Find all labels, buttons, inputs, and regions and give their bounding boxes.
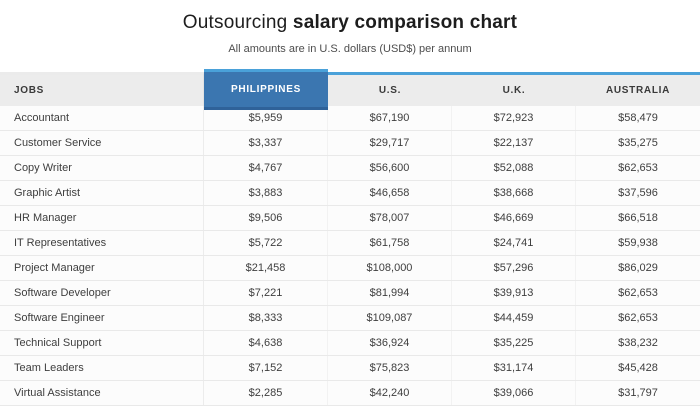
page-header: Outsourcing salary comparison chart All … bbox=[0, 0, 700, 56]
table-body: Accountant $5,959 $67,190 $72,923 $58,479 Cus… bbox=[0, 106, 700, 406]
table-row: Virtual Assistance $2,285 $42,240 $39,066 $3… bbox=[0, 381, 700, 406]
salary-value-cell: $67,190 bbox=[328, 106, 452, 130]
salary-value-cell: $31,797 bbox=[618, 387, 658, 399]
table-row: IT Representatives $5,722 $61,758 $24,741 $5… bbox=[0, 231, 700, 256]
salary-value-cell: $21,458 bbox=[204, 256, 328, 280]
salary-value-cell: $62,653 bbox=[618, 312, 658, 324]
salary-value-cell: $81,994 bbox=[328, 281, 452, 305]
table-row: Software Engineer $8,333 $109,087 $44,459 $6… bbox=[0, 306, 700, 331]
salary-value-cell: $5,722 bbox=[204, 231, 328, 255]
salary-value-cell: $3,883 bbox=[204, 181, 328, 205]
salary-value-cell: $37,596 bbox=[618, 187, 658, 199]
salary-value-cell: $4,767 bbox=[204, 156, 328, 180]
job-cell: Accountant bbox=[0, 106, 204, 130]
job-cell: Software Developer bbox=[0, 281, 204, 305]
table-row: Customer Service $3,337 $29,717 $22,137 $35,… bbox=[0, 131, 700, 156]
salary-value-cell: $46,658 bbox=[328, 181, 452, 205]
salary-value-cell: $31,174 bbox=[452, 356, 576, 380]
table-row: Project Manager $21,458 $108,000 $57,296 $86… bbox=[0, 256, 700, 281]
job-cell: HR Manager bbox=[0, 206, 204, 230]
table-row: Copy Writer $4,767 $56,600 $52,088 $62,653 bbox=[0, 156, 700, 181]
column-header-us: U.S. bbox=[328, 72, 452, 106]
page-subtitle: All amounts are in U.S. dollars (USD$) p… bbox=[228, 43, 472, 55]
salary-value-cell: $108,000 bbox=[328, 256, 452, 280]
salary-value-cell: $3,337 bbox=[204, 131, 328, 155]
salary-value-cell: $39,066 bbox=[452, 381, 576, 405]
job-cell: Software Engineer bbox=[0, 306, 204, 330]
column-header-philippines: PHILIPPINES bbox=[204, 69, 328, 110]
table-row: Accountant $5,959 $67,190 $72,923 $58,479 bbox=[0, 106, 700, 131]
salary-comparison-table: JOBS PHILIPPINES U.S. U.K. AUSTRALIA Acc… bbox=[0, 69, 700, 406]
column-header-uk: U.K. bbox=[452, 72, 576, 106]
salary-value-cell: $42,240 bbox=[328, 381, 452, 405]
salary-value-cell: $39,913 bbox=[452, 281, 576, 305]
salary-value-cell: $4,638 bbox=[204, 331, 328, 355]
table-row: HR Manager $9,506 $78,007 $46,669 $66,518 bbox=[0, 206, 700, 231]
job-cell: Graphic Artist bbox=[0, 181, 204, 205]
salary-value-cell: $109,087 bbox=[328, 306, 452, 330]
salary-value-cell: $56,600 bbox=[328, 156, 452, 180]
job-cell: IT Representatives bbox=[0, 231, 204, 255]
salary-value-cell: $22,137 bbox=[452, 131, 576, 155]
job-cell: Customer Service bbox=[0, 131, 204, 155]
salary-value-cell: $29,717 bbox=[328, 131, 452, 155]
salary-value-cell: $8,333 bbox=[204, 306, 328, 330]
salary-value-cell: $46,669 bbox=[452, 206, 576, 230]
salary-value-cell: $58,479 bbox=[618, 112, 658, 124]
table-row: Software Developer $7,221 $81,994 $39,913 $6… bbox=[0, 281, 700, 306]
salary-value-cell: $38,668 bbox=[452, 181, 576, 205]
salary-value-cell: $9,506 bbox=[204, 206, 328, 230]
column-header-jobs: JOBS bbox=[0, 72, 204, 106]
salary-value-cell: $7,152 bbox=[204, 356, 328, 380]
salary-value-cell: $5,959 bbox=[204, 106, 328, 130]
job-cell: Project Manager bbox=[0, 256, 204, 280]
job-cell: Copy Writer bbox=[0, 156, 204, 180]
salary-value-cell: $38,232 bbox=[618, 337, 658, 349]
salary-value-cell: $7,221 bbox=[204, 281, 328, 305]
column-header-australia: AUSTRALIA bbox=[576, 72, 700, 106]
salary-value-cell: $86,029 bbox=[618, 262, 658, 274]
salary-value-cell: $52,088 bbox=[452, 156, 576, 180]
salary-value-cell: $78,007 bbox=[328, 206, 452, 230]
salary-value-cell: $36,924 bbox=[328, 331, 452, 355]
salary-value-cell: $62,653 bbox=[618, 162, 658, 174]
salary-value-cell: $62,653 bbox=[618, 287, 658, 299]
job-cell: Virtual Assistance bbox=[0, 381, 204, 405]
salary-value-cell: $35,225 bbox=[452, 331, 576, 355]
salary-value-cell: $24,741 bbox=[452, 231, 576, 255]
table-row: Graphic Artist $3,883 $46,658 $38,668 $37,59… bbox=[0, 181, 700, 206]
salary-value-cell: $59,938 bbox=[618, 237, 658, 249]
salary-value-cell: $66,518 bbox=[618, 212, 658, 224]
job-cell: Team Leaders bbox=[0, 356, 204, 380]
page-title-regular: Outsourcing bbox=[182, 12, 293, 33]
salary-value-cell: $61,758 bbox=[328, 231, 452, 255]
table-row: Team Leaders $7,152 $75,823 $31,174 $45,428 bbox=[0, 356, 700, 381]
salary-value-cell: $72,923 bbox=[452, 106, 576, 130]
salary-value-cell: $44,459 bbox=[452, 306, 576, 330]
salary-value-cell: $57,296 bbox=[452, 256, 576, 280]
table-row: Technical Support $4,638 $36,924 $35,225 $38… bbox=[0, 331, 700, 356]
page-title: Outsourcing salary comparison chart bbox=[0, 12, 700, 34]
table-header-row: JOBS PHILIPPINES U.S. U.K. AUSTRALIA bbox=[0, 69, 700, 110]
page-title-bold: salary comparison chart bbox=[292, 12, 518, 33]
salary-value-cell: $35,275 bbox=[618, 137, 658, 149]
salary-value-cell: $2,285 bbox=[204, 381, 328, 405]
job-cell: Technical Support bbox=[0, 331, 204, 355]
salary-value-cell: $75,823 bbox=[328, 356, 452, 380]
salary-value-cell: $45,428 bbox=[618, 362, 658, 374]
